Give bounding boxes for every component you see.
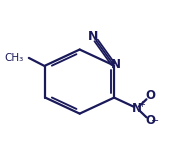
Text: N: N <box>88 30 99 43</box>
Text: +: + <box>138 100 145 109</box>
Text: N: N <box>132 102 142 115</box>
Text: N: N <box>111 58 121 71</box>
Text: O: O <box>145 89 155 102</box>
Text: O: O <box>145 114 155 127</box>
Text: −: − <box>151 116 159 126</box>
Text: CH₃: CH₃ <box>5 53 24 63</box>
